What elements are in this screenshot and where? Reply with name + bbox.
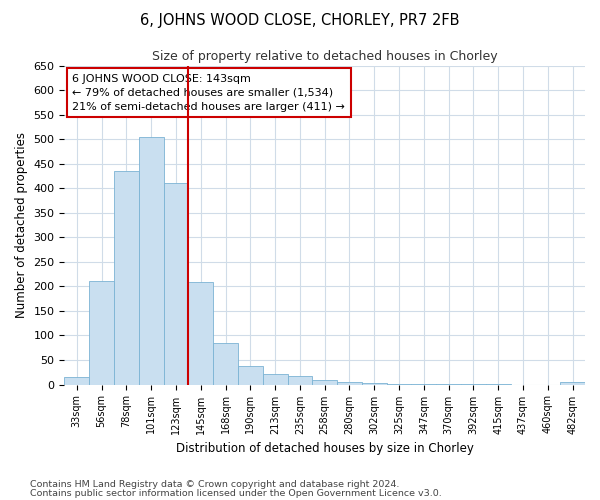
Bar [238,366,263,384]
Bar [164,184,188,384]
Bar [313,380,337,384]
Bar [64,377,89,384]
Bar [337,382,362,384]
Title: Size of property relative to detached houses in Chorley: Size of property relative to detached ho… [152,50,497,63]
Text: Contains public sector information licensed under the Open Government Licence v3: Contains public sector information licen… [30,488,442,498]
Bar [362,383,386,384]
Bar [139,136,164,384]
Bar [89,280,114,384]
Bar [114,171,139,384]
Text: 6, JOHNS WOOD CLOSE, CHORLEY, PR7 2FB: 6, JOHNS WOOD CLOSE, CHORLEY, PR7 2FB [140,12,460,28]
Bar [213,344,238,384]
Text: Contains HM Land Registry data © Crown copyright and database right 2024.: Contains HM Land Registry data © Crown c… [30,480,400,489]
Bar [263,374,287,384]
Y-axis label: Number of detached properties: Number of detached properties [15,132,28,318]
Bar [287,376,313,384]
Bar [188,282,213,384]
Text: 6 JOHNS WOOD CLOSE: 143sqm
← 79% of detached houses are smaller (1,534)
21% of s: 6 JOHNS WOOD CLOSE: 143sqm ← 79% of deta… [72,74,345,112]
X-axis label: Distribution of detached houses by size in Chorley: Distribution of detached houses by size … [176,442,473,455]
Bar [560,382,585,384]
